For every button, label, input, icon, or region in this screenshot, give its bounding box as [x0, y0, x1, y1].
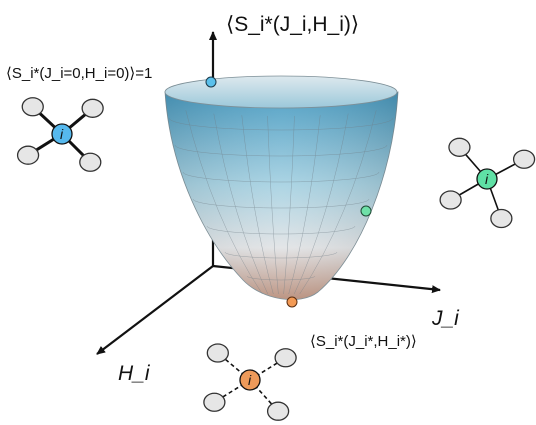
mesh-ring [206, 225, 356, 235]
mesh-ring [192, 198, 370, 209]
center-node [476, 168, 498, 190]
neighbor-node [21, 97, 44, 117]
neighbor-node [203, 392, 226, 412]
neighbor-node [266, 401, 290, 421]
h-axis [96, 265, 214, 355]
vertical-axis-label: ⟨S_i*(J_i,H_i)⟩ [226, 13, 359, 36]
mesh-meridian [267, 115, 279, 295]
h-axis-label: H_i [118, 362, 151, 385]
mesh-ring [246, 275, 316, 281]
center-node-label: i [248, 372, 252, 388]
mesh-meridian [185, 110, 263, 295]
neighbor-node [79, 152, 102, 172]
neighbor-node [81, 98, 104, 118]
neighbor-node [512, 149, 536, 169]
neighbor-node [448, 137, 471, 157]
neighbor-node [206, 343, 229, 363]
center-node-label: i [60, 126, 64, 142]
mesh-ring [182, 171, 380, 183]
mesh-meridian [283, 115, 295, 295]
minimum-point-annotation: ⟨S_i*(J_i*,H_i*)⟩ [310, 333, 417, 350]
neighbor-node [274, 348, 297, 368]
top-point [205, 76, 217, 88]
mesh-ring [224, 251, 338, 259]
mesh-ring [168, 117, 394, 131]
surface-rim [164, 75, 398, 109]
center-node [51, 123, 73, 145]
energy-surface [164, 75, 399, 300]
center-node [239, 369, 261, 391]
top-point-annotation: ⟨S_i*(J_i=0,H_i=0)⟩=1 [6, 65, 152, 82]
surface-mesh [168, 110, 394, 295]
neighbor-node [439, 190, 462, 210]
mesh-meridian [213, 113, 269, 295]
j-axis-label: J_i [431, 307, 460, 330]
neighbor-node [490, 208, 513, 229]
mesh-ring [174, 144, 388, 157]
mesh-meridian [293, 113, 349, 295]
node-cluster-blue: i [16, 97, 104, 172]
center-node-label: i [485, 171, 489, 187]
minimum-point [286, 296, 298, 308]
neighbor-node [16, 145, 40, 165]
node-cluster-green: i [439, 137, 536, 229]
node-cluster-orange: i [203, 343, 297, 421]
mid-point [360, 205, 372, 217]
mesh-meridian [288, 115, 321, 295]
mesh-meridian [241, 115, 274, 295]
mesh-meridian [299, 110, 377, 295]
surface-shading [165, 92, 398, 300]
